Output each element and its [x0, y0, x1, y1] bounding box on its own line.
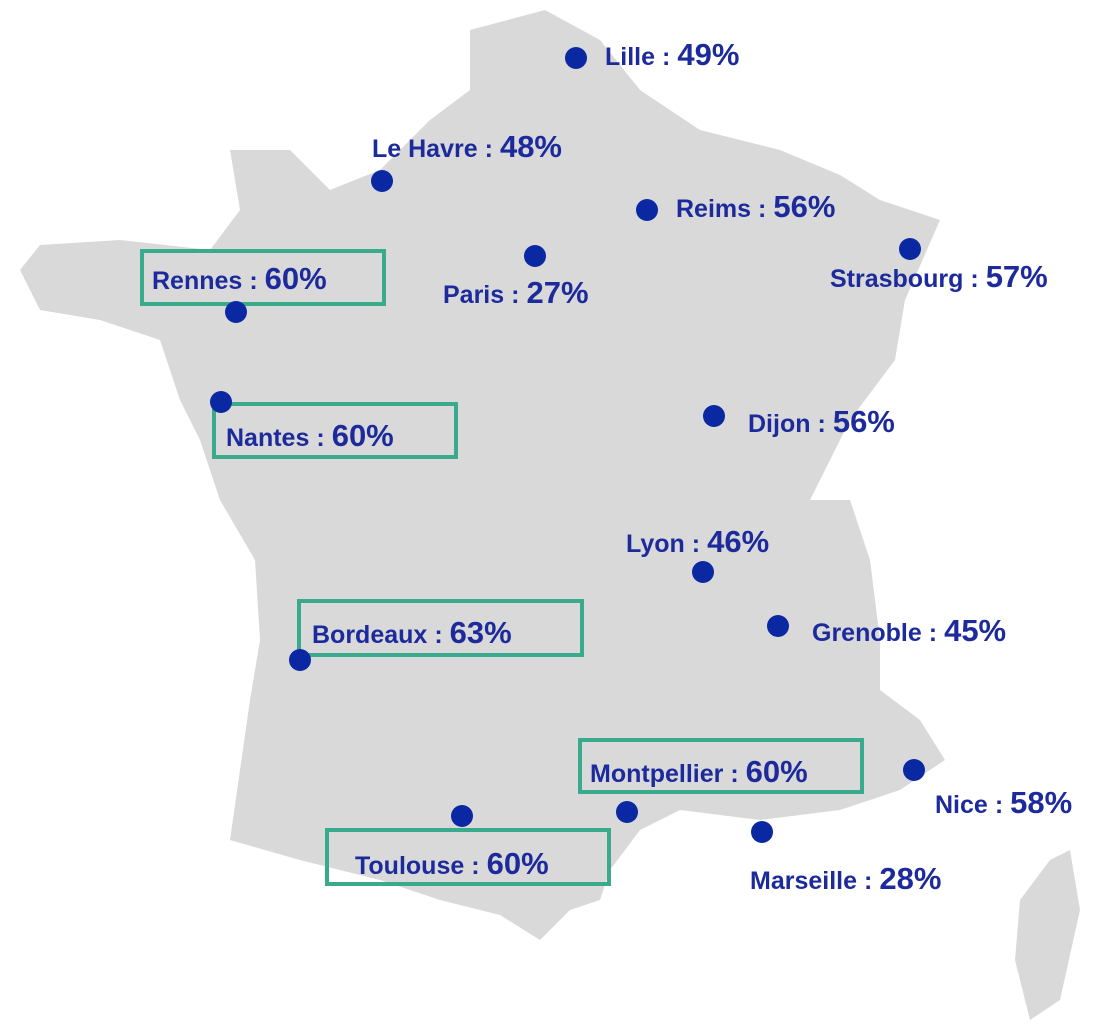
city-label: Le Havre:48% [372, 129, 562, 164]
city-dot [692, 561, 714, 583]
separator: : [662, 43, 670, 71]
separator: : [758, 195, 766, 223]
city-dot [903, 759, 925, 781]
corsica [1015, 850, 1080, 1020]
city-name: Dijon [748, 410, 811, 438]
city-name: Rennes [152, 267, 242, 295]
city-value: 57% [986, 259, 1048, 294]
city-name: Grenoble [812, 619, 922, 647]
city-label: Lille:49% [605, 37, 739, 72]
city-value: 60% [746, 754, 808, 789]
city-label: Nantes:60% [226, 418, 394, 453]
separator: : [970, 265, 978, 293]
city-value: 45% [944, 613, 1006, 648]
city-label: Lyon:46% [626, 524, 769, 559]
separator: : [316, 424, 324, 452]
highlight-box [212, 402, 458, 459]
city-label: Marseille:28% [750, 861, 941, 896]
highlight-box [140, 249, 386, 306]
city-name: Le Havre [372, 135, 478, 163]
separator: : [929, 619, 937, 647]
city-dot [565, 47, 587, 69]
city-value: 28% [879, 861, 941, 896]
city-value: 56% [773, 189, 835, 224]
city-name: Bordeaux [312, 621, 427, 649]
city-dot [371, 170, 393, 192]
separator: : [249, 267, 257, 295]
city-value: 27% [527, 275, 589, 310]
city-name: Lille [605, 43, 655, 71]
city-name: Nantes [226, 424, 309, 452]
city-label: Reims:56% [676, 189, 835, 224]
city-dot [703, 405, 725, 427]
city-dot [636, 199, 658, 221]
city-name: Strasbourg [830, 265, 963, 293]
separator: : [818, 410, 826, 438]
city-value: 56% [833, 404, 895, 439]
separator: : [864, 867, 872, 895]
city-dot [225, 301, 247, 323]
city-label: Toulouse:60% [355, 846, 549, 881]
city-dot [289, 649, 311, 671]
separator: : [485, 135, 493, 163]
separator: : [692, 530, 700, 558]
city-label: Nice:58% [935, 785, 1072, 820]
separator: : [730, 760, 738, 788]
city-label: Montpellier:60% [590, 754, 808, 789]
france-mainland [20, 10, 945, 940]
city-label: Rennes:60% [152, 261, 327, 296]
city-name: Lyon [626, 530, 685, 558]
city-dot [451, 805, 473, 827]
highlight-box [578, 738, 864, 794]
city-value: 58% [1010, 785, 1072, 820]
city-value: 49% [677, 37, 739, 72]
separator: : [471, 852, 479, 880]
city-name: Marseille [750, 867, 857, 895]
city-dot [210, 391, 232, 413]
city-value: 46% [707, 524, 769, 559]
city-name: Paris [443, 281, 504, 309]
highlight-box [297, 599, 584, 657]
city-name: Reims [676, 195, 751, 223]
city-value: 60% [265, 261, 327, 296]
city-label: Strasbourg:57% [830, 259, 1048, 294]
city-value: 63% [450, 615, 512, 650]
city-dot [767, 615, 789, 637]
separator: : [434, 621, 442, 649]
highlight-box [325, 828, 611, 886]
city-dot [751, 821, 773, 843]
city-label: Grenoble:45% [812, 613, 1006, 648]
city-label: Dijon:56% [748, 404, 895, 439]
city-dot [524, 245, 546, 267]
city-name: Montpellier [590, 760, 724, 788]
city-value: 48% [500, 129, 562, 164]
city-value: 60% [487, 846, 549, 881]
separator: : [995, 791, 1003, 819]
city-label: Bordeaux:63% [312, 615, 512, 650]
city-dot [616, 801, 638, 823]
city-name: Nice [935, 791, 988, 819]
city-value: 60% [332, 418, 394, 453]
city-label: Paris:27% [443, 275, 589, 310]
city-dot [899, 238, 921, 260]
separator: : [511, 281, 519, 309]
city-name: Toulouse [355, 852, 464, 880]
